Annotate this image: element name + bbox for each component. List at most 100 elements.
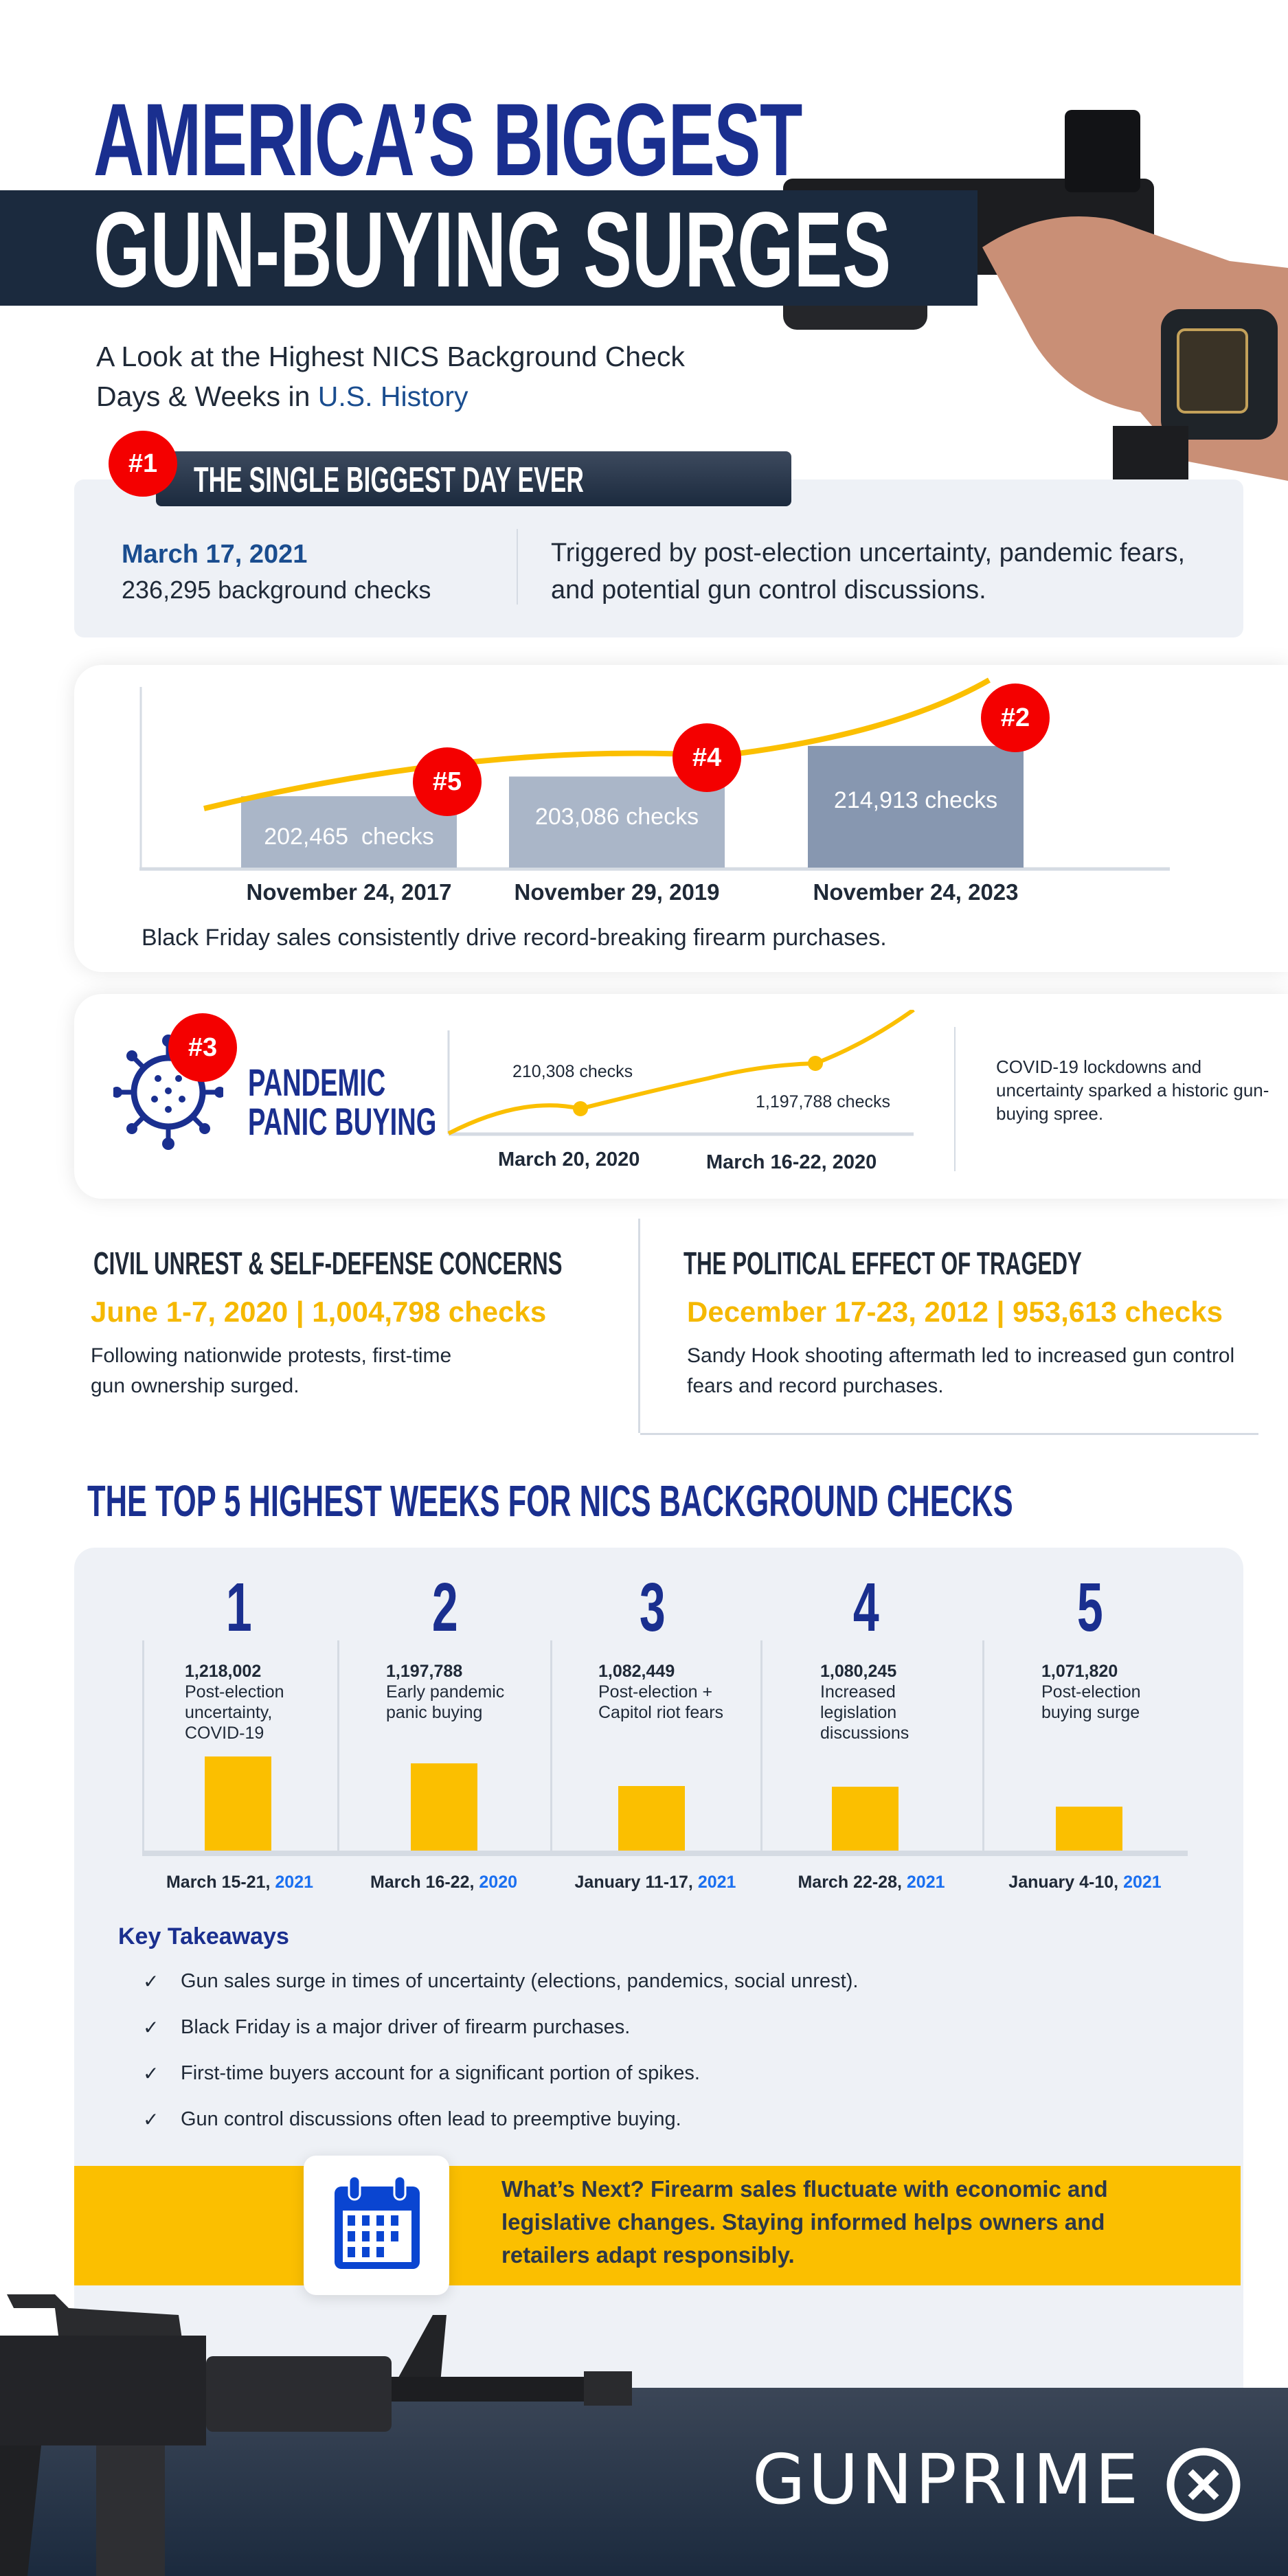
week-year: 2021 [697, 1873, 736, 1892]
column-divider [550, 1640, 552, 1851]
rank-number: 1 [226, 1569, 252, 1646]
black-friday-bar [241, 796, 457, 868]
point2-label: 1,197,788 checks [756, 1092, 890, 1111]
rifle-image [0, 2294, 632, 2576]
subtitle-prefix: Days & Weeks in [96, 381, 318, 412]
takeaway-item: Black Friday is a major driver of firear… [181, 2016, 631, 2038]
biggest-day-description: Triggered by post-election uncertainty, … [551, 539, 1186, 605]
rank-badge: #4 [673, 723, 741, 792]
gunprime-logo: GUNPRIME [752, 2439, 1142, 2520]
week-date: March 15-21, 2021 [142, 1873, 337, 1893]
civil-unrest-stat: June 1-7, 2020 | 1,004,798 checks [91, 1296, 547, 1328]
bar-date-label: November 29, 2019 [514, 879, 720, 905]
column-divider [760, 1640, 762, 1851]
week-year: 2021 [906, 1873, 945, 1892]
week-reason: Post-election + Capitol riot fears [598, 1682, 724, 1722]
title-line-2: GUN-BUYING SURGES [93, 190, 892, 310]
check-icon: ✓ [143, 2016, 159, 2039]
biggest-day-header: THE SINGLE BIGGEST DAY EVER [156, 451, 791, 506]
week-date-range: March 15-21, [166, 1873, 275, 1892]
week-checks: 1,197,788 [386, 1662, 463, 1681]
rank-badge-3: #3 [168, 1013, 237, 1082]
week-info: 1,218,002 Post-election uncertainty, COVI… [185, 1661, 329, 1743]
week-date-range: March 22-28, [798, 1873, 907, 1892]
civil-unrest-heading: CIVIL UNREST & SELF-DEFENSE CONCERNS [93, 1245, 563, 1281]
week-year: 2020 [479, 1873, 518, 1892]
rank-badge-1: #1 [109, 431, 177, 497]
week-date: March 22-28, 2021 [760, 1873, 982, 1893]
week-date-range: January 11-17, [574, 1873, 698, 1892]
biggest-day-date: March 17, 2021 [122, 540, 308, 569]
rank-number: 5 [1077, 1569, 1103, 1646]
biggest-day-heading: THE SINGLE BIGGEST DAY EVER [194, 460, 584, 500]
trend-line [447, 1010, 915, 1136]
data-point-march-20 [573, 1101, 588, 1116]
week-checks: 1,080,245 [820, 1662, 897, 1681]
tragedy-description: Sandy Hook shooting aftermath led to inc… [687, 1344, 1235, 1397]
tragedy-stat: December 17-23, 2012 | 953,613 checks [687, 1296, 1223, 1328]
rank-number: 4 [853, 1569, 879, 1646]
takeaway-item: Gun control discussions often lead to pr… [181, 2108, 681, 2130]
subtitle-line-2: Days & Weeks in U.S. History [96, 376, 685, 416]
week-date-range: January 4-10, [1008, 1873, 1124, 1892]
top5-heading: THE TOP 5 HIGHEST WEEKS FOR NICS BACKGRO… [87, 1476, 1013, 1526]
black-friday-caption: Black Friday sales consistently drive re… [142, 925, 887, 951]
divider [640, 1433, 1258, 1435]
week-bar [1056, 1807, 1122, 1851]
week-bar [411, 1763, 477, 1851]
week-reason: Increased legislation discussions [820, 1682, 909, 1743]
pandemic-card [74, 994, 1288, 1199]
bar-date-label: November 24, 2017 [246, 879, 452, 905]
point2-date: March 16-22, 2020 [706, 1151, 877, 1173]
week-checks: 1,071,820 [1041, 1662, 1118, 1681]
title-line-1: AMERICA’S BIGGEST [93, 82, 802, 197]
divider [954, 1027, 956, 1171]
pandemic-title-line-1: PANDEMIC [248, 1061, 386, 1104]
point1-label: 210,308 checks [512, 1062, 633, 1081]
black-friday-chart [139, 677, 1170, 871]
week-bar [618, 1785, 685, 1851]
top5-x-axis [142, 1851, 1188, 1856]
crosshair-logo-icon [1166, 2448, 1241, 2522]
week-date: March 16-22, 2020 [337, 1873, 550, 1893]
week-date: January 11-17, 2021 [550, 1873, 760, 1893]
week-info: 1,197,788 Early pandemic panic buying [386, 1661, 542, 1723]
week-info: 1,071,820 Post-election buying surge [1041, 1661, 1179, 1723]
whats-next-banner [74, 2166, 1241, 2285]
week-date-range: March 16-22, [370, 1873, 479, 1892]
biggest-day-checks: 236,295 background checks [122, 576, 431, 604]
takeaways-heading: Key Takeaways [118, 1923, 289, 1950]
week-bar [832, 1786, 899, 1851]
week-bar [205, 1756, 271, 1851]
pandemic-description: COVID-19 lockdowns and uncertainty spark… [996, 1057, 1269, 1124]
rank-number-wrap: 4 [818, 1573, 914, 1642]
column-divider [142, 1640, 144, 1851]
tragedy-heading: THE POLITICAL EFFECT OF TRAGEDY [683, 1245, 1082, 1281]
pandemic-trend-chart [447, 1010, 915, 1136]
check-icon: ✓ [143, 2062, 159, 2085]
column-divider [337, 1640, 339, 1851]
bar-value-label: 214,913 checks [833, 787, 998, 813]
bar-value-label: 203,086 checks [534, 804, 699, 831]
rank-badge: #5 [413, 747, 482, 816]
subtitle-highlight: U.S. History [317, 381, 468, 412]
week-checks: 1,218,002 [185, 1662, 262, 1681]
calendar-card [304, 2156, 449, 2295]
black-friday-bar [509, 776, 725, 868]
rank-number: 3 [640, 1569, 666, 1646]
rank-number-wrap: 1 [191, 1573, 287, 1642]
week-info: 1,080,245 Increased legislation discussio… [820, 1661, 974, 1743]
subtitle-line-1: A Look at the Highest NICS Background Ch… [96, 341, 685, 372]
pandemic-title-line-2: PANIC BUYING [248, 1100, 437, 1143]
data-point-march-16-22 [808, 1056, 823, 1071]
week-reason: Early pandemic panic buying [386, 1682, 505, 1722]
calendar-icon [335, 2175, 420, 2269]
rank-number-wrap: 3 [605, 1573, 701, 1642]
takeaway-item: Gun sales surge in times of uncertainty … [181, 1970, 859, 1992]
week-reason: Post-election buying surge [1041, 1682, 1141, 1722]
subtitle: A Look at the Highest NICS Background Ch… [96, 337, 685, 416]
title-band [0, 190, 978, 306]
column-divider [982, 1640, 984, 1851]
rank-number-wrap: 2 [397, 1573, 493, 1642]
takeaway-item: First-time buyers account for a signific… [181, 2062, 700, 2084]
